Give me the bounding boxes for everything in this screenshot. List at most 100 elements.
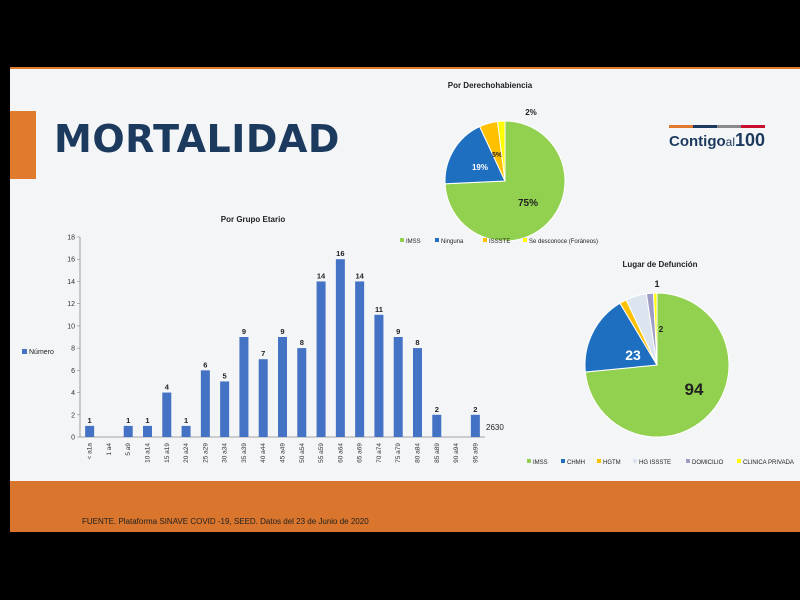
bar (470, 414, 480, 437)
bar (316, 281, 326, 437)
bar-value-label: 11 (375, 305, 383, 314)
y-tick-label: 16 (67, 257, 75, 264)
bar (162, 392, 172, 437)
bar (143, 425, 152, 437)
pie-legend-swatch (737, 459, 741, 463)
pie-legend-swatch (523, 238, 527, 242)
pie-slice-label: 5% (492, 152, 503, 159)
bar-value-label: 1 (145, 416, 149, 425)
bar (181, 425, 191, 437)
pie-slice (584, 302, 658, 373)
bar-value-label: 4 (165, 383, 170, 392)
bar (278, 337, 287, 437)
pie-legend-swatch (597, 459, 601, 463)
x-tick-label: 55 a59 (318, 443, 325, 463)
x-tick-label: 30 a34 (222, 443, 229, 463)
legend-label: Número (29, 349, 54, 356)
bar (413, 348, 422, 437)
y-tick-label: 18 (67, 235, 75, 242)
pie-slice-label: 19% (472, 163, 488, 172)
y-tick-label: 14 (67, 279, 75, 286)
pie-slice-label: 94 (685, 380, 704, 399)
source-note: FUENTE. Plataforma SINAVE COVID -19, SEE… (82, 517, 369, 526)
top-accent-line (10, 67, 800, 69)
footer-band: FUENTE. Plataforma SINAVE COVID -19, SEE… (10, 481, 800, 532)
pie-slice-label: 2% (525, 108, 537, 117)
pie-legend-swatch (483, 238, 487, 242)
bar-value-label: 9 (396, 327, 400, 336)
pie-derecho-title: Por Derechohabiencia (448, 81, 533, 90)
x-tick-label: 70 a74 (376, 443, 383, 463)
pie-legend-swatch (561, 459, 565, 463)
bar-value-label: 1 (88, 416, 92, 425)
bar-value-label: 16 (336, 249, 344, 258)
extra-number: 2630 (486, 423, 504, 432)
y-tick-label: 6 (71, 368, 75, 375)
x-tick-label: 1 a4 (106, 443, 113, 456)
pie-legend-label: IMSS (533, 460, 548, 466)
pie-slice-label: 23 (625, 347, 641, 363)
bar (123, 425, 133, 437)
bar (220, 381, 230, 437)
place-of-death-pie-chart: Lugar de Defunción94232621IMSSCHMHHGTMHG… (527, 260, 794, 466)
bar (200, 370, 210, 437)
legend-swatch (22, 349, 27, 354)
bar-value-label: 8 (300, 338, 304, 347)
x-tick-label: 75 a79 (395, 443, 402, 463)
logo-link-word: al (725, 135, 735, 149)
pie-slice-label: 1 (654, 279, 659, 289)
logo-number: 100 (735, 130, 766, 150)
pie-legend-label: CHMH (567, 460, 585, 466)
pie-legend-label: Ninguna (441, 239, 464, 245)
pie-legend-label: CLINICA PRIVADA (743, 460, 794, 466)
pie-legend-swatch (527, 459, 531, 463)
x-tick-label: 40 a44 (260, 443, 267, 463)
bar-value-label: 1 (126, 416, 130, 425)
x-tick-label: 25 a29 (202, 443, 209, 463)
bar-value-label: 9 (280, 327, 284, 336)
slide: MORTALIDAD Contigoal100 Por Grupo Etario… (10, 67, 800, 532)
x-tick-label: 95 a99 (472, 443, 479, 463)
y-tick-label: 8 (71, 346, 75, 353)
pie-legend-label: HG ISSSTE (639, 460, 671, 466)
bar-value-label: 7 (261, 349, 265, 358)
x-tick-label: 10 a14 (145, 443, 152, 463)
bar (85, 425, 95, 437)
x-tick-label: 5 a9 (125, 443, 132, 456)
pie-slice (496, 120, 506, 182)
y-tick-label: 10 (67, 323, 75, 330)
x-tick-label: 65 a69 (357, 443, 364, 463)
pie-legend-label: IMSS (406, 239, 421, 245)
pie-slice-label: 75% (518, 198, 538, 209)
x-tick-label: 90 a94 (453, 443, 460, 463)
y-tick-label: 4 (71, 390, 75, 397)
bar (297, 348, 307, 437)
x-tick-label: < a1a (87, 443, 94, 460)
x-tick-label: 35 a39 (241, 443, 248, 463)
pie-legend-swatch (400, 238, 404, 242)
pie-lugar-title: Lugar de Defunción (622, 260, 697, 269)
x-tick-label: 85 a89 (434, 443, 441, 463)
pie-legend-swatch (686, 459, 690, 463)
x-tick-label: 60 a64 (337, 443, 344, 463)
bar-value-label: 2 (473, 405, 477, 414)
bar-value-label: 1 (184, 416, 188, 425)
bar (374, 314, 384, 437)
logo-word: Contigo (669, 133, 726, 150)
bar-value-label: 5 (223, 371, 227, 380)
slide-title: MORTALIDAD (54, 117, 340, 161)
y-tick-label: 0 (71, 435, 75, 442)
pie-legend-label: HGTM (603, 460, 621, 466)
bar-value-label: 8 (415, 338, 419, 347)
bar-chart-title: Por Grupo Etario (221, 215, 286, 224)
x-tick-label: 45 a49 (280, 443, 287, 463)
pie-slice (652, 292, 658, 366)
pie-legend-label: DOMICILIO (692, 460, 724, 466)
bar (239, 337, 249, 437)
x-tick-label: 50 a54 (299, 443, 306, 463)
y-tick-label: 12 (67, 301, 75, 308)
bar-value-label: 14 (317, 271, 326, 280)
bar-value-label: 6 (203, 360, 207, 369)
logo: Contigoal100 (669, 125, 767, 155)
